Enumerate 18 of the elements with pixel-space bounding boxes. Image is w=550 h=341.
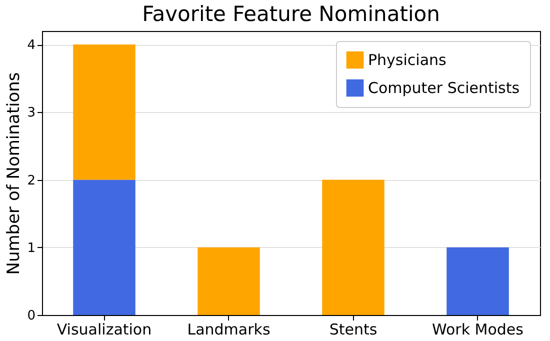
y-tick-label: 0 bbox=[27, 308, 36, 324]
y-tick-label: 3 bbox=[27, 106, 36, 121]
bar bbox=[446, 247, 509, 315]
y-tick-label: 4 bbox=[27, 38, 36, 54]
legend-label: Computer Scientists bbox=[368, 79, 520, 97]
y-tick-label: 2 bbox=[27, 173, 36, 188]
y-tick-label: 1 bbox=[27, 240, 36, 256]
bar bbox=[73, 44, 136, 180]
chart-title: Favorite Feature Nomination bbox=[142, 2, 440, 26]
bar bbox=[198, 247, 260, 315]
bar bbox=[322, 180, 384, 315]
x-tick-label: Stents bbox=[329, 320, 378, 338]
bar bbox=[73, 180, 136, 315]
x-tick-label: Work Modes bbox=[432, 320, 524, 338]
legend-label: Physicians bbox=[368, 51, 447, 69]
x-tick-label: Visualization bbox=[56, 320, 152, 338]
y-axis-title: Number of Nominations bbox=[4, 72, 24, 275]
x-tick-label: Landmarks bbox=[187, 320, 270, 338]
